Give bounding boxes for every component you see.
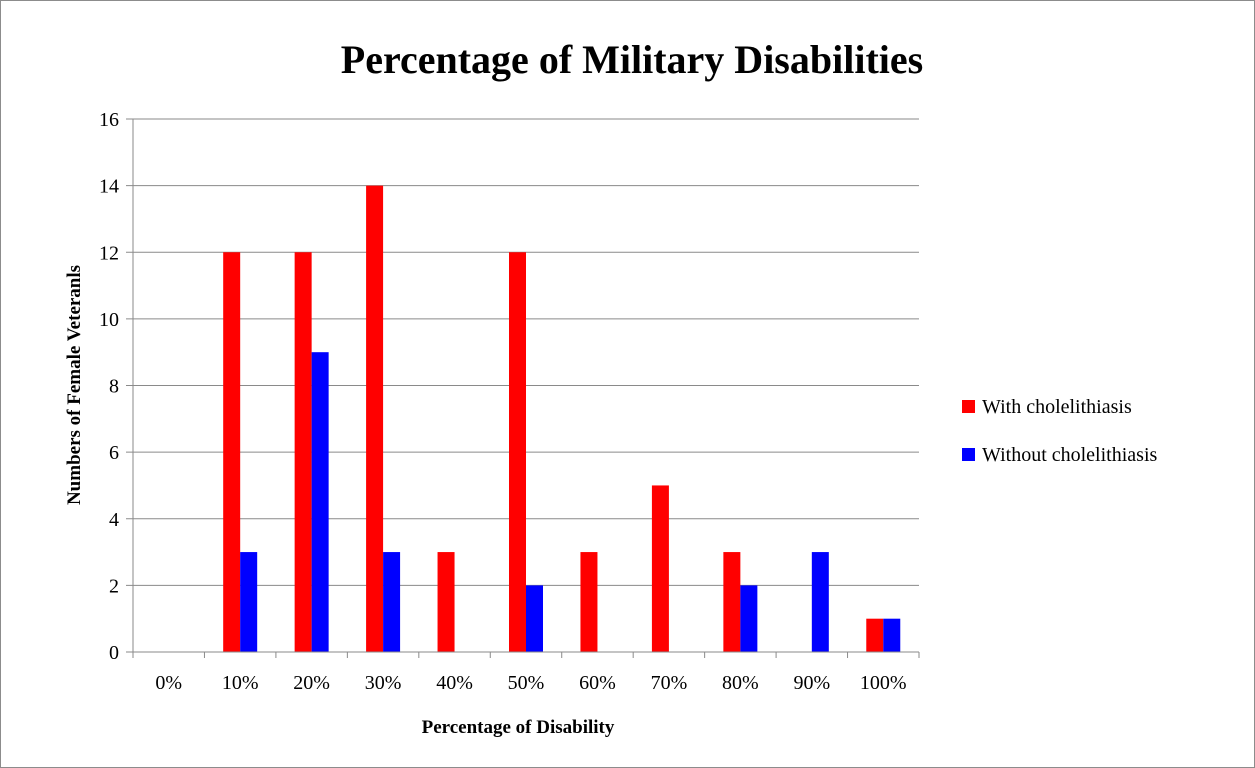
bar-without-cholelithiasis — [811, 552, 829, 652]
x-tick-label: 20% — [293, 672, 330, 694]
bar-with-cholelithiasis — [866, 618, 884, 652]
legend-label-with-cholelithiasis: With cholelithiasis — [982, 396, 1132, 418]
bar-with-cholelithiasis — [437, 552, 455, 652]
bar-without-cholelithiasis — [311, 352, 329, 652]
y-axis-title: Numbers of Female Veteranls — [64, 265, 85, 505]
bar-with-cholelithiasis — [223, 252, 241, 652]
x-tick-label: 70% — [651, 672, 688, 694]
y-tick-label: 10 — [99, 309, 119, 331]
axes — [126, 118, 920, 658]
bar-with-cholelithiasis — [366, 185, 384, 652]
y-tick-label: 8 — [109, 376, 119, 398]
chart-title: Percentage of Military Disabilities — [341, 37, 923, 82]
bars — [223, 185, 901, 652]
bar-with-cholelithiasis — [723, 552, 741, 652]
bar-with-cholelithiasis — [509, 252, 526, 652]
bar-with-cholelithiasis — [651, 485, 669, 652]
bar-without-cholelithiasis — [240, 552, 258, 652]
x-tick-label: 30% — [365, 672, 402, 694]
y-tick-label: 16 — [99, 109, 119, 131]
bar-without-cholelithiasis — [383, 552, 401, 652]
y-tick-labels: 0 2 4 6 8 10 12 14 16 — [99, 109, 119, 664]
bar-with-cholelithiasis — [294, 252, 312, 652]
x-tick-label: 10% — [222, 672, 259, 694]
y-tick-label: 12 — [99, 242, 119, 264]
x-tick-label: 0% — [155, 672, 182, 694]
legend-label-without-cholelithiasis: Without cholelithiasis — [982, 444, 1158, 466]
x-tick-label: 60% — [579, 672, 616, 694]
legend: With cholelithiasis Without cholelithias… — [962, 396, 1158, 466]
x-tick-labels: 0% 10% 20% 30% 40% 50% 60% 70% 80% 90% 100% — [155, 672, 906, 694]
x-tick-label: 50% — [508, 672, 545, 694]
x-axis-title: Percentage of Disability — [422, 717, 615, 738]
legend-swatch-with-cholelithiasis — [962, 400, 975, 413]
y-tick-label: 14 — [99, 176, 119, 198]
bar-without-cholelithiasis — [526, 585, 543, 652]
x-tick-label: 80% — [722, 672, 759, 694]
bar-with-cholelithiasis — [580, 552, 598, 652]
x-tick-label: 40% — [436, 672, 473, 694]
bar-without-cholelithiasis — [740, 585, 758, 652]
legend-swatch-without-cholelithiasis — [962, 448, 975, 461]
y-tick-label: 2 — [109, 575, 119, 597]
y-tick-label: 0 — [109, 642, 119, 664]
y-tick-label: 4 — [109, 509, 119, 531]
x-tick-label: 90% — [793, 672, 830, 694]
bar-without-cholelithiasis — [883, 618, 901, 652]
y-tick-label: 6 — [109, 442, 119, 464]
x-tick-label: 100% — [860, 672, 907, 694]
